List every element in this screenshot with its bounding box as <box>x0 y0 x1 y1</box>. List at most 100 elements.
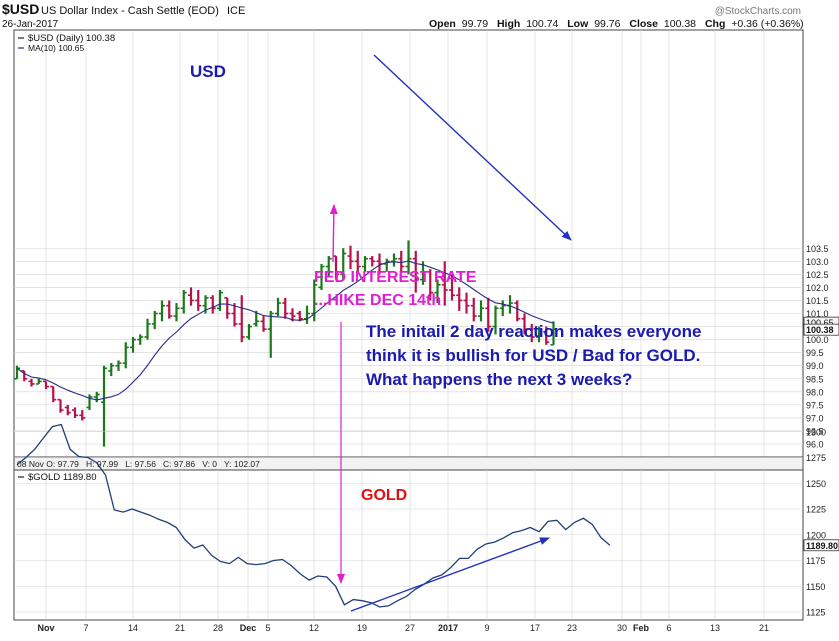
usd-ohlc-bar <box>514 300 521 322</box>
usd-ohlc-bar <box>246 323 252 340</box>
gold-y-tick-label: 1200 <box>806 530 826 540</box>
usd-ohlc-bar <box>304 305 310 324</box>
usd-ohlc-bar <box>398 250 405 272</box>
usd-ohlc-bar <box>173 303 180 322</box>
usd-ohlc-bar <box>28 378 35 387</box>
usd-ohlc-bar <box>528 323 535 343</box>
usd-y-tick-label: 97.5 <box>806 400 824 410</box>
usd-ohlc-bar <box>137 334 144 345</box>
usd-ohlc-bar <box>166 300 173 319</box>
usd-ohlc-bar <box>188 287 194 306</box>
usd-ohlc-bar <box>296 310 303 322</box>
note-line-3: What happens the next 3 weeks? <box>366 370 632 389</box>
usd-ma10-line <box>16 260 554 401</box>
usd-ohlc-bar <box>434 279 441 304</box>
usd-ohlc-bar <box>50 385 57 403</box>
gold-legend: $GOLD 1189.80 <box>18 472 96 483</box>
usd-ohlc-bar <box>536 326 542 343</box>
usd-y-tick-label: 101.5 <box>806 296 829 306</box>
header-symbol: $USD <box>2 1 39 17</box>
open-value: 99.79 <box>462 18 488 30</box>
usd-legend: $USD (Daily) 100.38 MA(10) 100.65 <box>18 33 115 53</box>
usd-ohlc-bar <box>159 300 165 322</box>
gold-x-tick-label: 21 <box>175 623 185 633</box>
note-line-1: The initail 2 day reaction makes everyon… <box>366 322 701 341</box>
gold-gridlines <box>14 431 803 620</box>
usd-ohlc-bar <box>238 295 245 343</box>
gold-y-tick-label: 1300 <box>806 427 826 437</box>
gold-price-line <box>16 423 611 608</box>
gold-y-axis: 1125 1150 1175 1200 1225 1250 1275 1300 <box>806 427 826 617</box>
usd-ohlc-bar <box>499 300 506 317</box>
gold-x-tick-label: 12 <box>309 623 319 633</box>
usd-legend-price: $USD (Daily) 100.38 <box>28 33 115 44</box>
usd-ohlc-bar <box>151 310 158 330</box>
usd-ohlc-bar <box>362 256 368 272</box>
gold-price-tag: 1189.80 <box>803 539 839 552</box>
usd-ohlc-bar <box>325 256 332 277</box>
header-exchange: ICE <box>227 5 245 17</box>
usd-ohlc-bar <box>412 250 419 293</box>
usd-y-tick-label: 103.0 <box>806 257 829 267</box>
usd-ohlc-bar <box>101 365 107 447</box>
usd-ohlc-bar <box>456 287 463 311</box>
usd-ohlc-bar <box>485 297 492 332</box>
gold-x-tick-label: 9 <box>484 623 489 633</box>
usd-ohlc-bars <box>14 240 557 447</box>
close-value: 100.38 <box>664 18 696 30</box>
usd-ohlc-bar <box>64 404 71 416</box>
gold-x-tick-label: 17 <box>530 623 540 633</box>
usd-ohlc-bar <box>217 290 223 311</box>
gold-y-tick-label: 1125 <box>806 608 825 618</box>
gold-uptrend-arrow <box>350 537 550 612</box>
usd-ohlc-bar <box>318 263 325 291</box>
usd-ohlc-bar <box>391 253 397 267</box>
usd-ohlc-bar <box>289 308 296 322</box>
usd-ohlc-bar <box>340 248 347 280</box>
gold-x-tick-label: 7 <box>83 623 88 633</box>
gold-y-tick-label: 1225 <box>806 505 826 515</box>
usd-ohlc-bar <box>115 360 122 371</box>
usd-y-tick-label: 102.5 <box>806 270 829 280</box>
header-date: 26-Jan-2017 <box>2 19 59 30</box>
usd-ohlc-bar <box>209 295 216 314</box>
usd-ohlc-bar <box>449 274 455 301</box>
gold-legend-label: $GOLD 1189.80 <box>28 472 96 483</box>
usd-downtrend-arrow <box>373 54 572 241</box>
usd-ohlc-bar <box>108 363 115 377</box>
info-bar-text: 08 Nov O: 97.79 H: 97.99 L: 97.56 C: 97.… <box>17 459 260 469</box>
ohlc-readout: Open 99.79 High 100.74 Low 99.76 Close 1… <box>429 18 804 30</box>
gold-x-tick-label: 14 <box>128 623 138 633</box>
usd-ohlc-bar <box>354 250 361 272</box>
fed-annotation-line1: FED INTEREST RATE <box>314 269 477 286</box>
gold-x-tick-label: 27 <box>405 623 415 633</box>
usd-y-tick-label: 96.5 <box>806 426 824 436</box>
usd-y-tick-label: 98.5 <box>806 374 824 384</box>
usd-ohlc-bar <box>130 336 136 353</box>
usd-y-tick-label: 102.0 <box>806 283 829 293</box>
usd-ohlc-bar <box>57 398 64 413</box>
gold-y-tick-label: 1275 <box>806 453 826 463</box>
gold-x-tick-label: Nov <box>37 623 54 633</box>
usd-y-tick-label: 101.0 <box>806 309 829 319</box>
usd-ohlc-bar <box>260 316 267 332</box>
usd-y-tick-label: 97.0 <box>806 413 824 423</box>
usd-y-axis: 96.096.597.097.598.098.599.099.5100.0100… <box>806 244 829 450</box>
usd-ohlc-bar <box>224 297 231 319</box>
usd-ohlc-bar <box>43 380 49 390</box>
high-label: High <box>497 18 520 30</box>
gold-x-tick-label: Dec <box>240 623 257 633</box>
gold-x-tick-label: 23 <box>567 623 577 633</box>
gold-price-tag-box <box>803 539 839 552</box>
usd-ohlc-bar <box>180 290 187 314</box>
low-value: 99.76 <box>594 18 620 30</box>
usd-ohlc-bar <box>463 292 470 314</box>
usd-y-tick-label: 96.0 <box>806 440 824 450</box>
gold-x-tick-label: 5 <box>265 623 270 633</box>
gold-y-tick-label: 1175 <box>806 556 825 566</box>
gold-price-tag-text: 1189.80 <box>806 541 838 551</box>
gold-y-tick-label: 1250 <box>806 479 826 489</box>
high-value: 100.74 <box>526 18 558 30</box>
usd-y-tick-label: 99.5 <box>806 348 824 358</box>
